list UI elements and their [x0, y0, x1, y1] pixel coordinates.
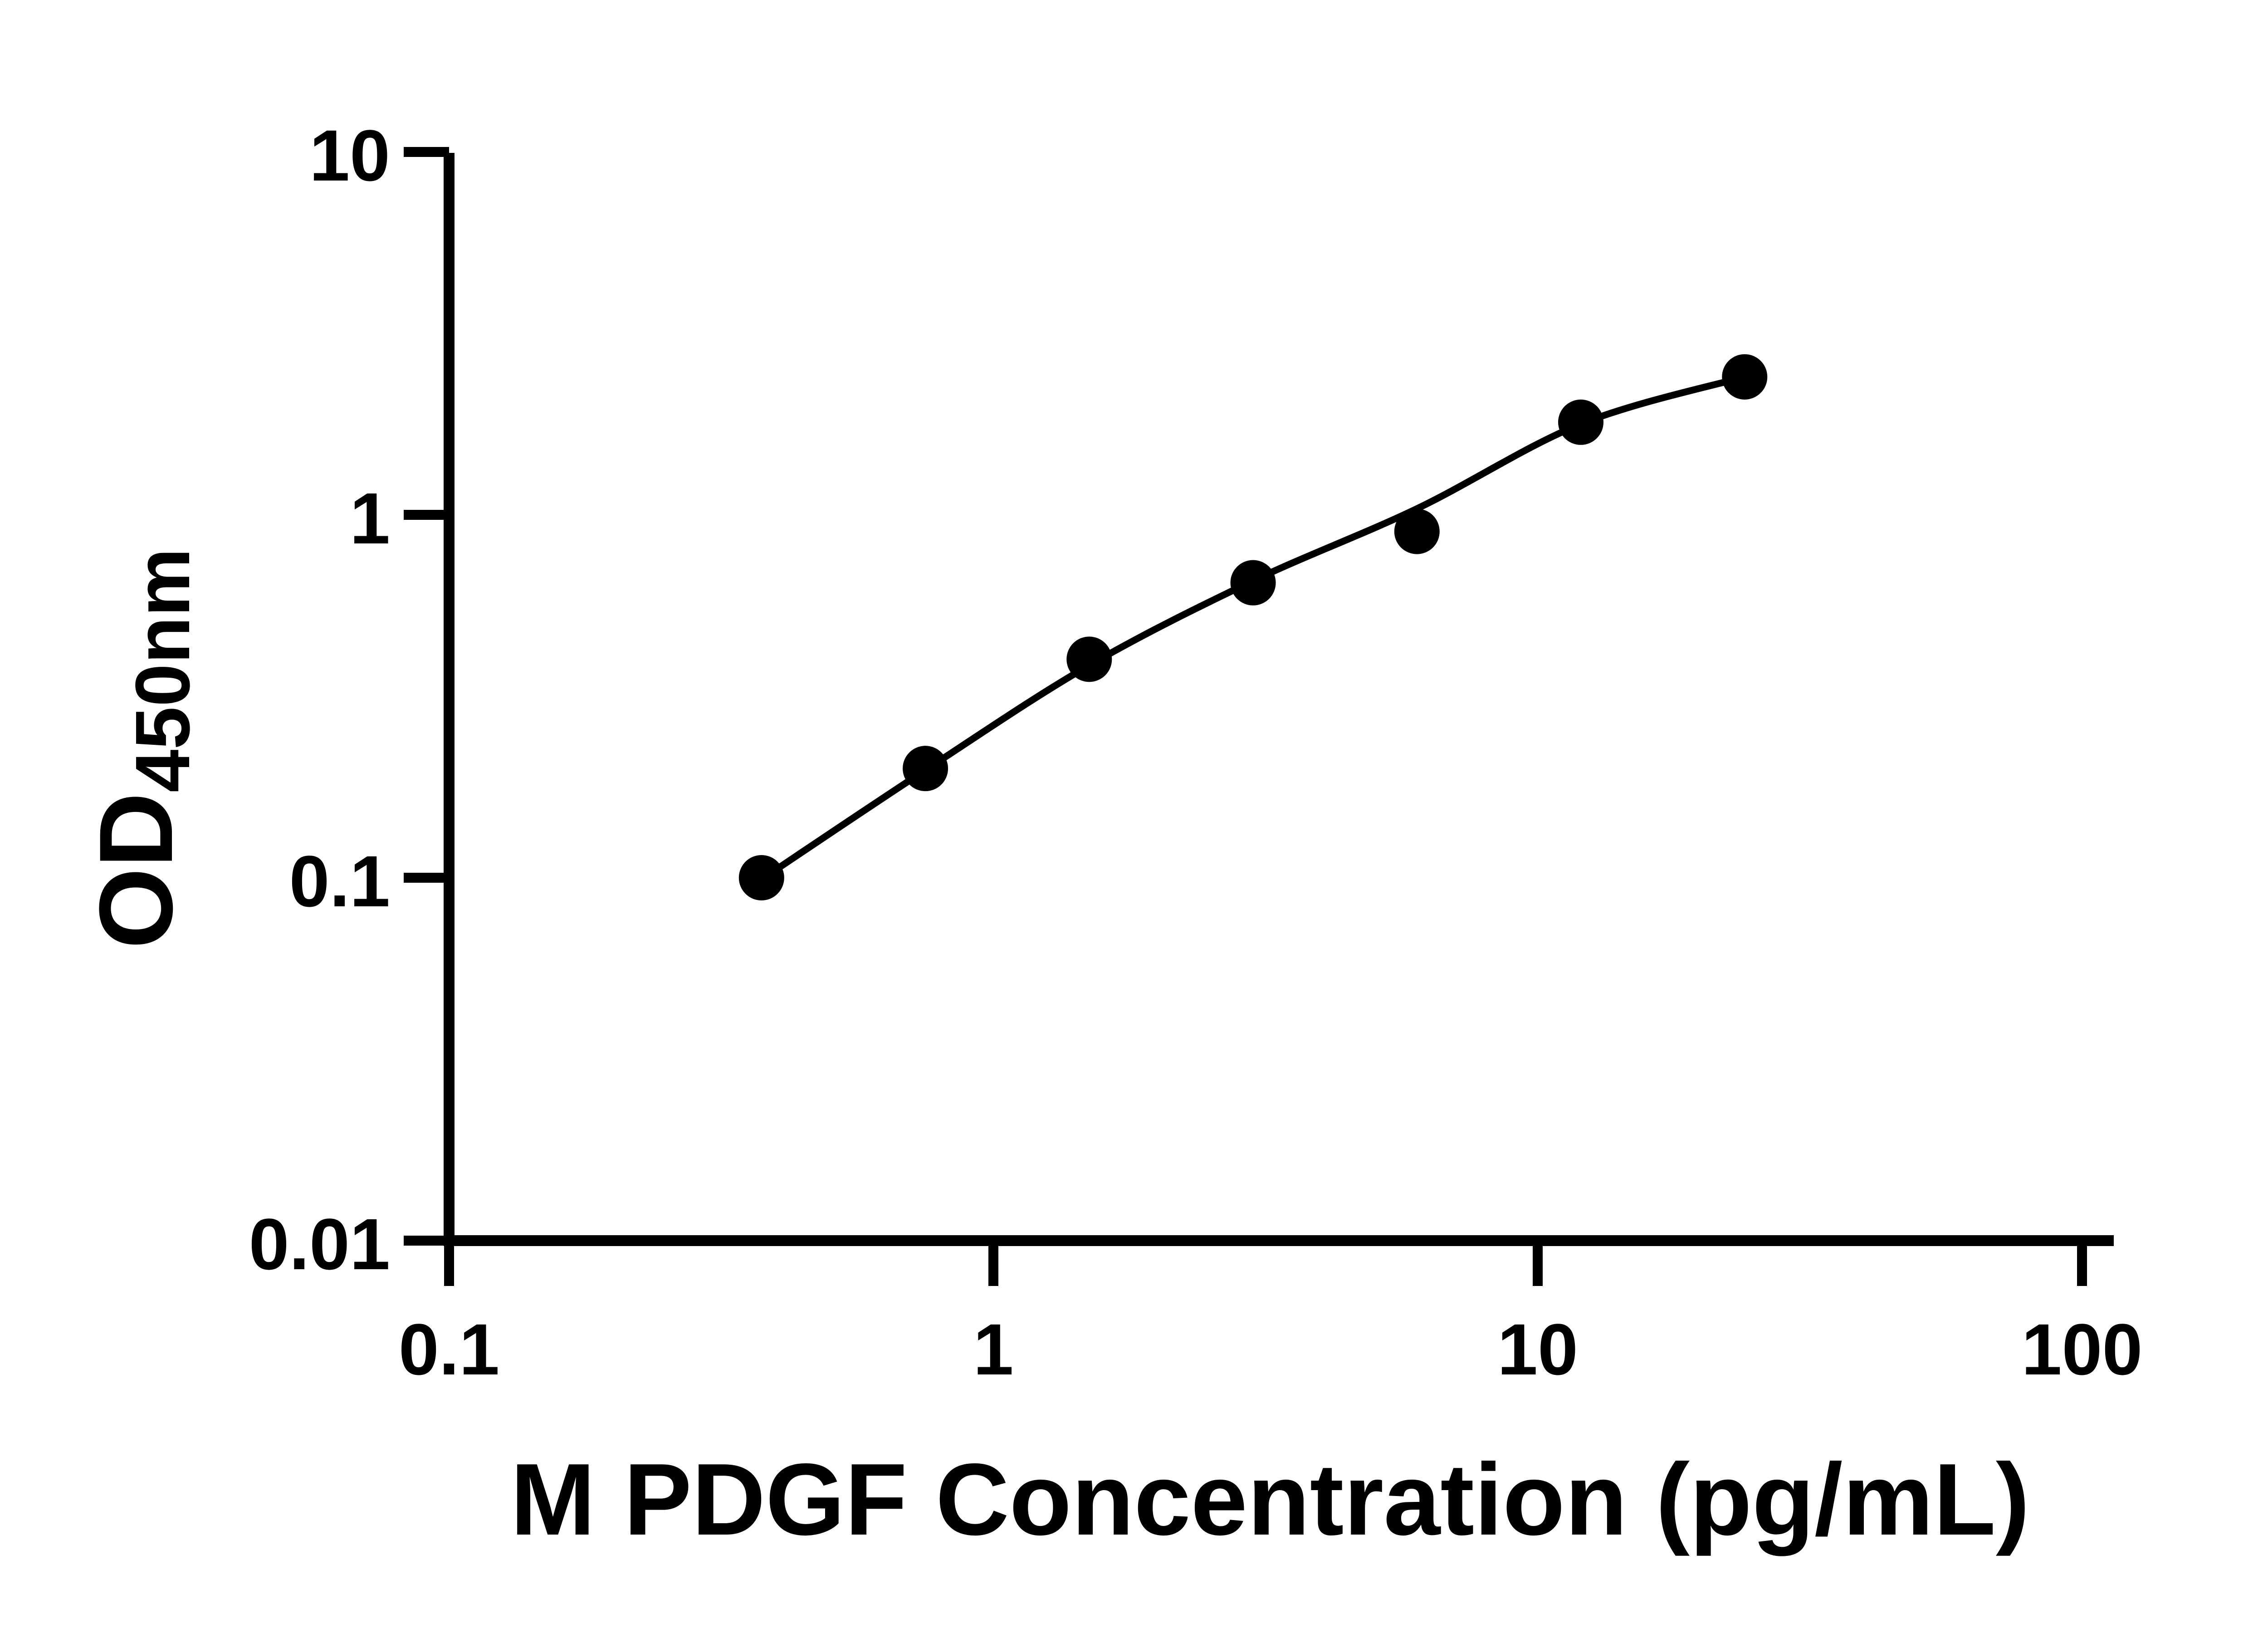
y-tick-label: 10	[309, 115, 390, 196]
data-points	[738, 354, 1768, 900]
data-point	[1230, 560, 1276, 606]
data-point	[1722, 354, 1768, 400]
x-tick-label: 0.1	[398, 1309, 500, 1390]
data-point	[1558, 399, 1604, 445]
axes	[444, 153, 2114, 1246]
x-tick-label: 100	[2021, 1309, 2143, 1390]
data-point	[1394, 508, 1440, 554]
y-axis-title: OD450nm	[78, 272, 206, 1225]
y-tick-label: 0.1	[289, 841, 390, 922]
y-axis-title-subscript: 450nm	[120, 548, 206, 792]
x-tick-label: 10	[1497, 1309, 1578, 1390]
data-point	[738, 855, 784, 900]
axis-ticks	[404, 147, 2087, 1286]
y-tick-label: 1	[350, 478, 390, 559]
fit-curve	[758, 373, 1748, 883]
x-axis-title: M PDGF Concentration (pg/mL)	[510, 1442, 2030, 1556]
x-tick-label: 1	[973, 1309, 1014, 1390]
y-tick-label: 0.01	[249, 1203, 390, 1285]
data-point	[1066, 636, 1112, 682]
data-point	[903, 746, 948, 792]
y-axis-title-main: OD	[78, 792, 194, 949]
